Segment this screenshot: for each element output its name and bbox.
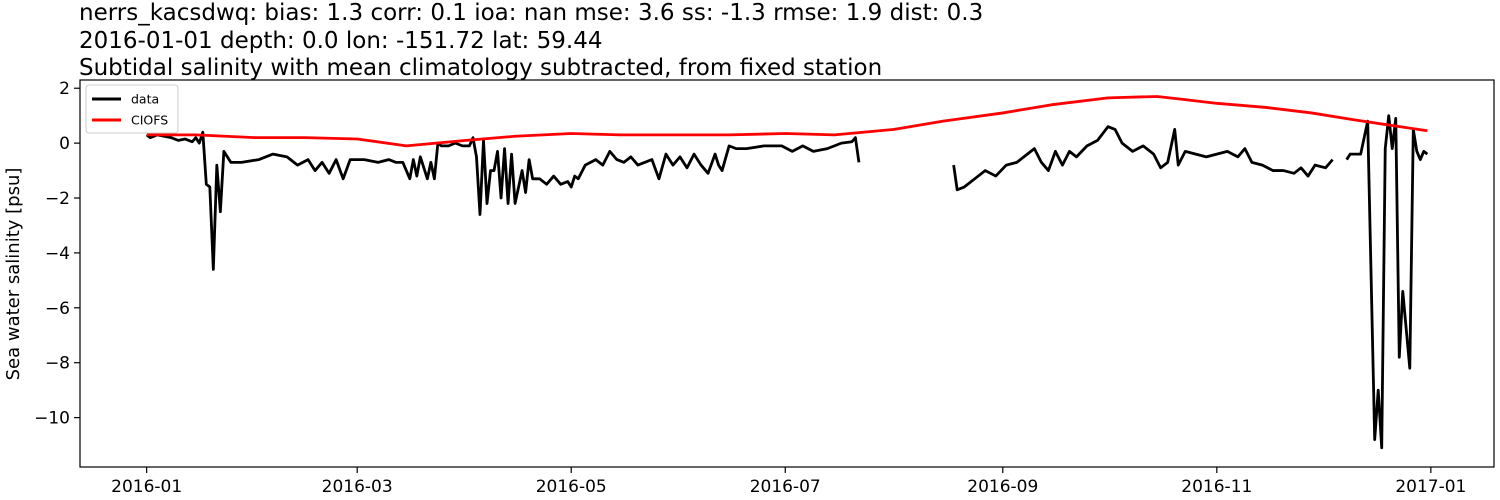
y-tick-label: 2 (59, 79, 70, 99)
y-tick-label: −8 (45, 354, 70, 374)
series-line-data-segment-2 (952, 125, 1334, 192)
series-line-ciofs-segment-1 (146, 95, 1428, 148)
x-tick-label: 2016-01 (111, 477, 182, 497)
x-tick-label: 2016-07 (750, 477, 821, 497)
legend: data CIOFS (85, 84, 179, 134)
title-line-stats: nerrs_kacsdwq: bias: 1.3 corr: 0.1 ioa: … (79, 0, 984, 26)
y-axis-label: Sea water salinity [psu] (3, 168, 24, 381)
y-tick-label: −2 (45, 189, 70, 209)
y-tick-label: −6 (45, 299, 70, 319)
plot-area (145, 95, 1429, 450)
y-tick-label: −4 (45, 244, 70, 264)
legend-label-data: data (131, 92, 159, 107)
series-line-data-segment-3 (1345, 114, 1429, 450)
x-tick-label: 2016-11 (1181, 477, 1252, 497)
x-tick-label: 2016-05 (536, 477, 607, 497)
title-line-location: 2016-01-01 depth: 0.0 lon: -151.72 lat: … (79, 27, 603, 54)
x-tick-label: 2016-03 (322, 477, 393, 497)
x-tick-label: 2017-01 (1395, 477, 1466, 497)
x-axis: 2016-01 2016-03 2016-05 2016-07 2016-09 2016-… (111, 467, 1466, 497)
axes-frame (79, 79, 1495, 468)
legend-label-ciofs: CIOFS (131, 113, 168, 128)
title-line-description: Subtidal salinity with mean climatology … (79, 55, 883, 81)
series-line-data-segment-1 (145, 130, 861, 271)
x-tick-label: 2016-09 (967, 477, 1038, 497)
y-tick-label: −10 (34, 409, 70, 429)
y-tick-label: 0 (59, 134, 70, 154)
chart-title: nerrs_kacsdwq: bias: 1.3 corr: 0.1 ioa: … (79, 0, 983, 83)
y-axis: 2 0 −2 −4 −6 −8 −10 (34, 79, 80, 429)
